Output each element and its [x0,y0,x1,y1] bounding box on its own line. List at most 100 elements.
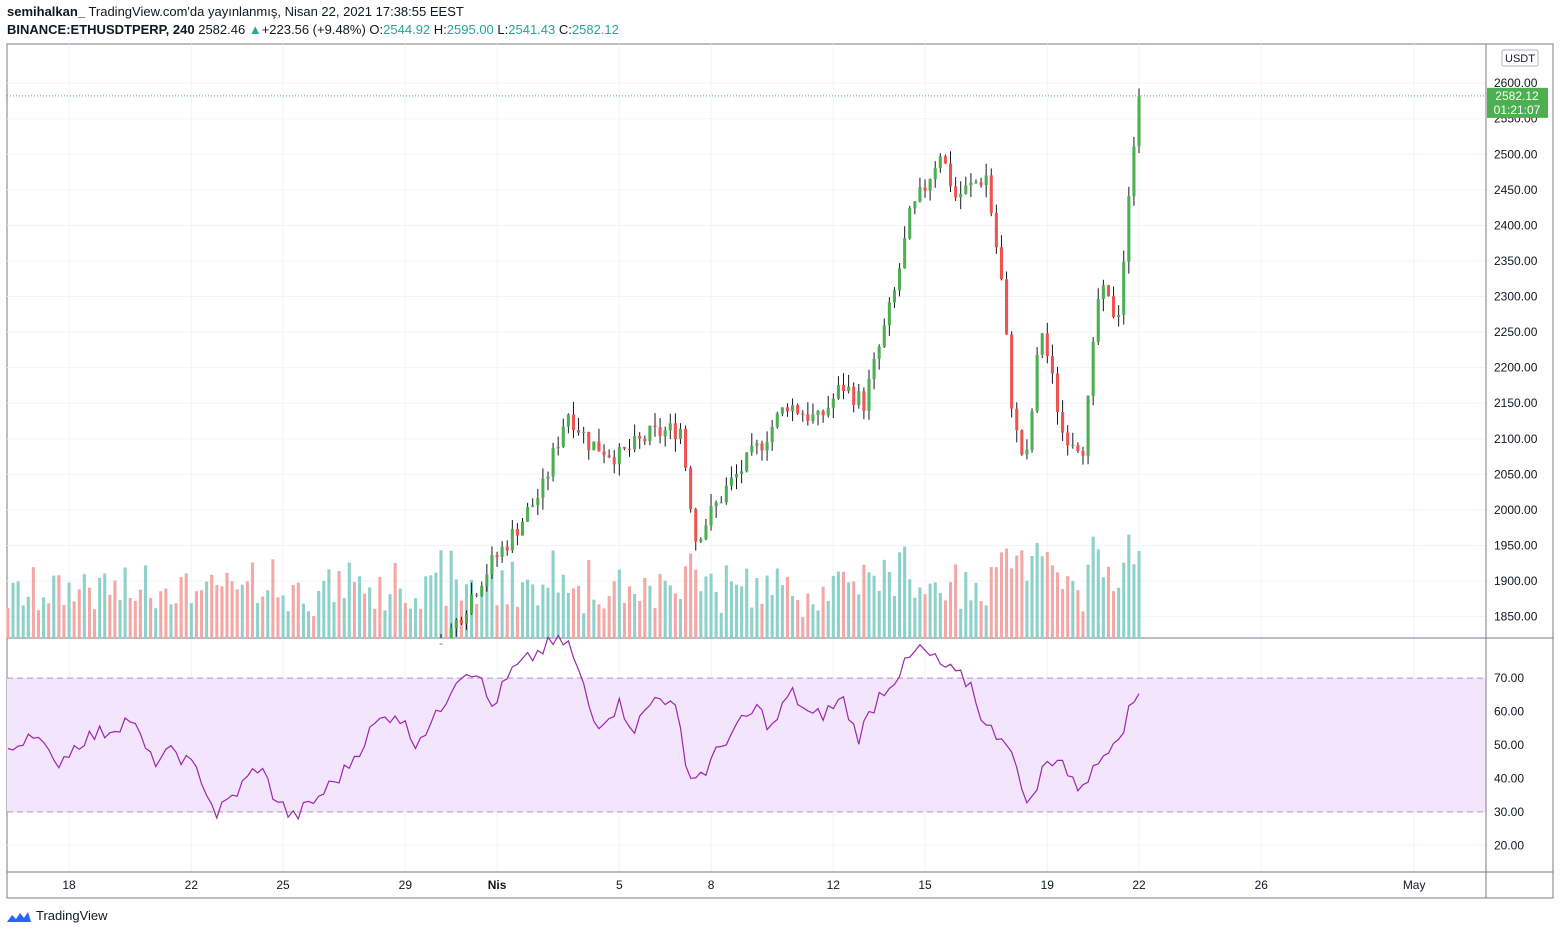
candle-body [459,619,463,624]
volume-bar [587,560,591,638]
volume-bar [928,583,932,638]
volume-bar [475,604,479,638]
volume-bar [841,571,846,638]
volume-bar [806,593,810,638]
volume-bar [760,603,764,638]
volume-bar [347,562,351,638]
volume-bar [123,567,127,638]
candle-body [678,428,682,440]
volume-bar [1010,568,1014,638]
candle-body [913,201,917,209]
volume-bar [1127,534,1131,638]
volume-bar [184,573,188,638]
candle-body [485,574,489,586]
volume-bar [337,571,341,638]
volume-bar [322,580,326,638]
volume-bar [47,603,51,638]
candle-body [1040,333,1044,355]
price-tick-label: 1950.00 [1494,539,1538,553]
candle-body [633,435,637,450]
currency-box[interactable] [1501,49,1539,67]
candle-body [526,506,530,522]
change-value: +223.56 (+9.48%) [261,22,366,37]
candle-body [984,175,988,186]
volume-bar [663,580,667,638]
candle-body [699,539,703,542]
tradingview-logo-icon [7,911,31,922]
candle-body [475,594,479,596]
candle-body [541,478,545,498]
volume-bar [220,586,224,638]
volume-bar [225,572,229,638]
volume-bar [164,588,168,638]
volume-bar [627,586,632,638]
candle-body [908,208,912,239]
candle-body [959,193,963,198]
volume-bar [908,579,912,638]
volume-bar [770,594,774,638]
candle-body [877,346,881,359]
candle-body [923,187,927,191]
volume-bar [643,577,647,638]
volume-bar [368,587,372,638]
volume-bar [118,599,122,638]
volume-bar [561,574,565,638]
volume-bar [857,594,861,638]
volume-bar [1055,572,1060,638]
volume-bar [740,586,744,638]
candle-body [719,502,723,504]
volume-bar [240,584,244,638]
candle-body [1127,196,1131,262]
candle-body [841,385,846,392]
volume-bar [704,576,708,638]
time-tick-label: 29 [399,878,413,892]
volume-bar [546,587,550,638]
low-value: 2541.43 [508,22,556,37]
volume-bar [775,568,779,638]
volume-bar [872,575,876,638]
volume-bar [964,571,968,638]
candle-body [1035,354,1039,412]
volume-bar [210,574,214,638]
volume-bar [413,598,418,638]
candle-body [556,446,560,449]
rsi-tick-label: 70.00 [1494,671,1524,685]
candle-body [648,425,652,442]
rsi-band [7,678,1486,812]
volume-bar [245,581,249,638]
volume-bar [724,565,728,638]
volume-bar [1045,551,1049,638]
volume-bar [57,575,61,638]
volume-bar [1081,611,1085,638]
volume-bar [373,608,377,638]
footer-brand[interactable]: TradingView [36,908,108,923]
volume-bar [826,600,830,638]
volume-bar [882,559,886,638]
volume-bar [103,573,107,638]
volume-bar [831,575,835,638]
volume-bar [1066,576,1070,638]
candle-body [898,268,902,291]
candle-body [587,431,591,451]
volume-bar [577,585,581,638]
volume-bar [449,550,453,638]
countdown-tag-value: 01:21:07 [1494,103,1541,117]
volume-bar [149,597,153,638]
candle-body [872,358,876,380]
volume-bar [1106,566,1110,638]
candle-body [791,405,795,412]
volume-bar [1091,536,1095,638]
volume-bar [551,550,555,638]
currency-label[interactable]: USDT [1505,53,1535,65]
rsi-tick-label: 60.00 [1494,705,1524,719]
volume-bar [363,593,367,638]
volume-bar [816,610,820,638]
time-tick-label: 22 [1132,878,1146,892]
volume-bar [378,576,382,638]
volume-bar [1050,565,1054,638]
volume-bar [877,590,881,638]
price-tick-label: 2200.00 [1494,361,1538,375]
candle-body [994,212,998,248]
candle-body [663,430,667,437]
